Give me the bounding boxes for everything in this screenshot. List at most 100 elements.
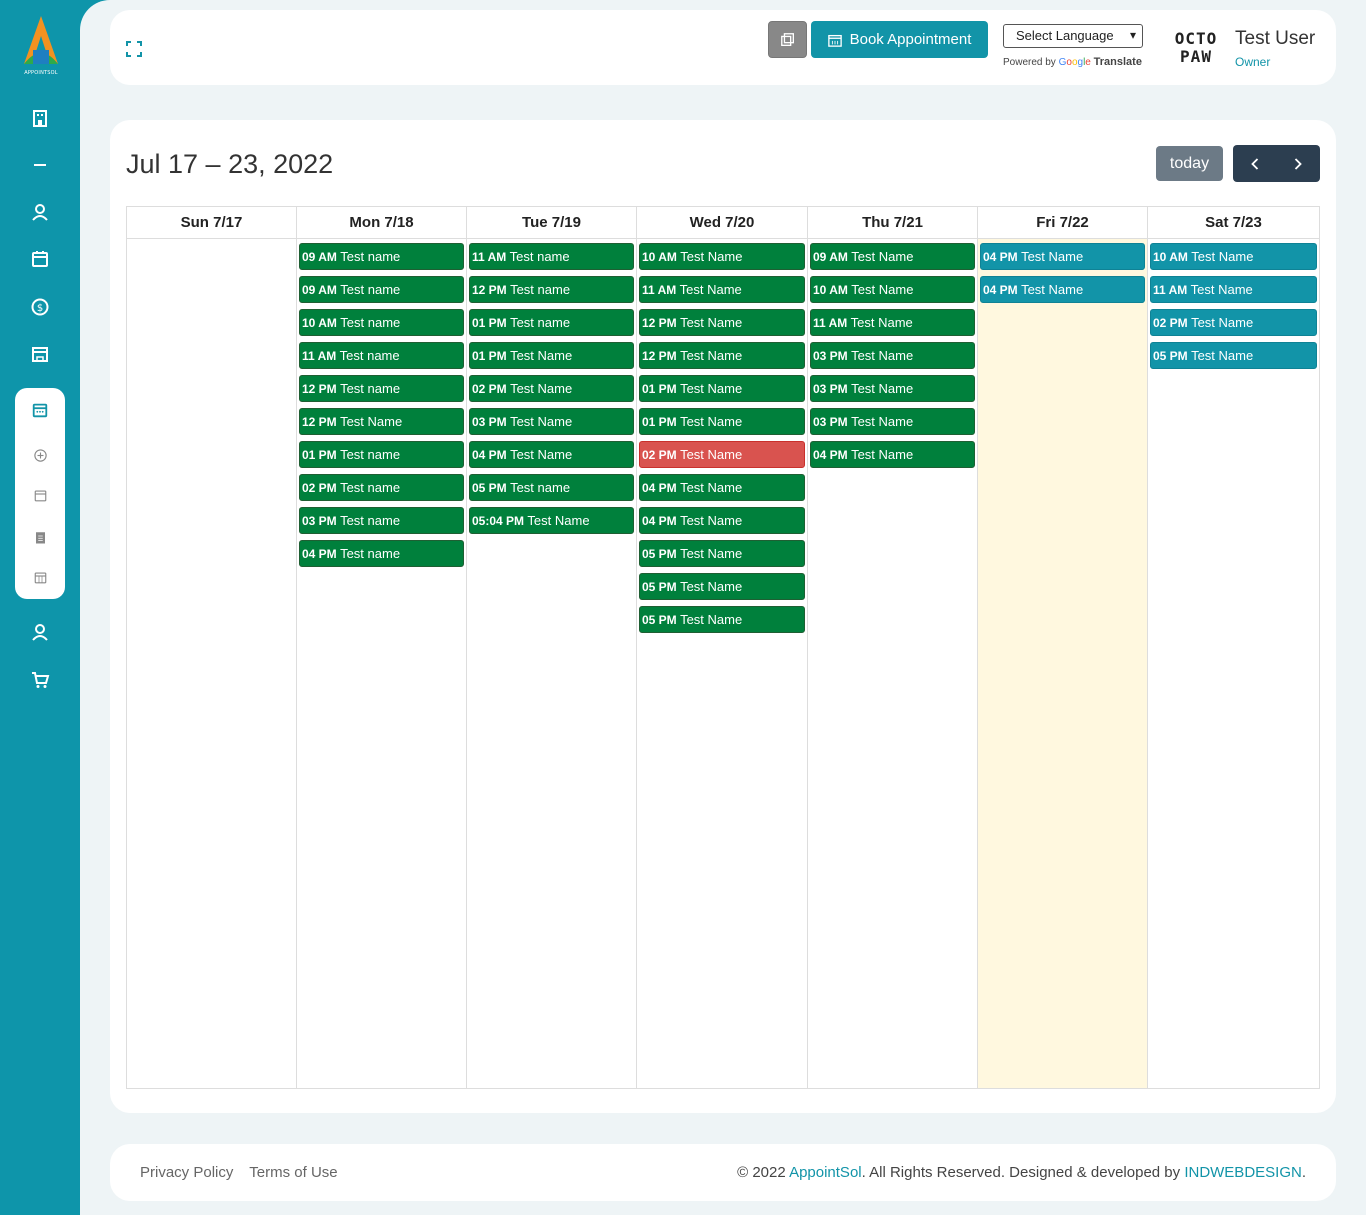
user-role: Owner [1235, 55, 1271, 69]
calendar-event[interactable]: 12 PM Test Name [639, 309, 805, 336]
calendar-event[interactable]: 11 AM Test Name [639, 276, 805, 303]
day-column[interactable]: Mon 7/18 09 AM Test name 09 AM Test name 10… [297, 207, 467, 1088]
day-header: Fri 7/22 [978, 207, 1147, 239]
day-column[interactable]: Fri 7/22 04 PM Test Name 04 PM Test Name [978, 207, 1148, 1088]
dollar-icon[interactable]: $ [28, 295, 52, 319]
day-column[interactable]: Wed 7/20 10 AM Test Name 11 AM Test Name 12… [637, 207, 808, 1088]
calendar-grid-icon[interactable] [30, 567, 50, 587]
calendar-event[interactable]: 10 AM Test Name [639, 243, 805, 270]
event-time: 05 PM [642, 613, 677, 627]
prev-week-button[interactable] [1233, 145, 1276, 182]
document-icon[interactable] [30, 527, 50, 547]
calendar-event[interactable]: 01 PM Test Name [639, 408, 805, 435]
event-time: 04 PM [302, 547, 337, 561]
developer-link[interactable]: INDWEBDESIGN [1184, 1164, 1302, 1181]
google-letter: G [1058, 57, 1067, 68]
google-logo[interactable]: Google [1059, 57, 1091, 68]
calendar-event[interactable]: 04 PM Test Name [469, 441, 634, 468]
calendar-event[interactable]: 03 PM Test Name [810, 342, 975, 369]
calendar-event[interactable]: 02 PM Test Name [469, 375, 634, 402]
copy-button[interactable] [768, 21, 807, 58]
calendar-event[interactable]: 10 AM Test name [299, 309, 464, 336]
calendar-event[interactable]: 05 PM Test Name [1150, 342, 1317, 369]
fullscreen-icon[interactable] [125, 40, 143, 58]
plus-circle-icon[interactable] [30, 445, 50, 465]
event-title: Test Name [851, 249, 914, 264]
store-icon[interactable] [28, 342, 52, 366]
calendar-icon[interactable] [30, 485, 50, 505]
calendar-event[interactable]: 02 PM Test Name [1150, 309, 1317, 336]
calendar-event[interactable]: 12 PM Test Name [299, 408, 464, 435]
calendar-event[interactable]: 10 AM Test Name [810, 276, 975, 303]
calendar-event[interactable]: 01 PM Test name [469, 309, 634, 336]
event-title: Test Name [510, 447, 573, 462]
calendar-event[interactable]: 04 PM Test Name [639, 507, 805, 534]
event-title: Test Name [510, 381, 573, 396]
google-letter: o [1066, 57, 1072, 68]
day-column[interactable]: Sun 7/17 [127, 207, 297, 1088]
calendar-event[interactable]: 12 PM Test Name [639, 342, 805, 369]
cart-icon[interactable] [28, 668, 52, 692]
user-icon[interactable] [28, 200, 52, 224]
event-time: 09 AM [813, 250, 848, 264]
brand-link[interactable]: AppointSol [789, 1164, 862, 1181]
calendar-event[interactable]: 05 PM Test name [469, 474, 634, 501]
app-logo[interactable]: APPOINTSOL [18, 14, 64, 80]
calendar-event[interactable]: 11 AM Test name [469, 243, 634, 270]
calendar-event[interactable]: 04 PM Test Name [810, 441, 975, 468]
calendar-event[interactable]: 09 AM Test name [299, 276, 464, 303]
building-icon[interactable] [28, 106, 52, 130]
event-time: 11 AM [472, 250, 507, 264]
event-time: 11 AM [302, 349, 337, 363]
day-column[interactable]: Sat 7/23 10 AM Test Name 11 AM Test Name 02… [1148, 207, 1319, 1088]
next-week-button[interactable] [1276, 145, 1319, 182]
calendar-icon[interactable] [30, 400, 50, 420]
terms-of-use-link[interactable]: Terms of Use [249, 1164, 338, 1181]
calendar-event[interactable]: 01 PM Test Name [639, 375, 805, 402]
user-name[interactable]: Test User [1235, 28, 1316, 49]
calendar-event[interactable]: 09 AM Test name [299, 243, 464, 270]
calendar-event[interactable]: 01 PM Test name [299, 441, 464, 468]
event-time: 12 PM [302, 415, 337, 429]
event-list: 10 AM Test Name 11 AM Test Name 02 PM Test… [1150, 243, 1317, 375]
calendar-event[interactable]: 04 PM Test Name [639, 474, 805, 501]
main-content: Book Appointment Select Language ▾ Power… [80, 0, 1366, 1215]
calendar-event[interactable]: 03 PM Test Name [810, 375, 975, 402]
minus-icon[interactable] [28, 153, 52, 177]
calendar-event[interactable]: 03 PM Test name [299, 507, 464, 534]
calendar-event[interactable]: 01 PM Test Name [469, 342, 634, 369]
calendar-event[interactable]: 05 PM Test Name [639, 606, 805, 633]
translate-link[interactable]: Translate [1093, 56, 1142, 68]
calendar-event[interactable]: 11 AM Test Name [1150, 276, 1317, 303]
event-title: Test Name [851, 414, 914, 429]
day-column[interactable]: Thu 7/21 09 AM Test Name 10 AM Test Name 11… [808, 207, 978, 1088]
day-column[interactable]: Tue 7/19 11 AM Test name 12 PM Test name 01… [467, 207, 637, 1088]
event-title: Test name [340, 249, 401, 264]
calendar-event[interactable]: 12 PM Test name [299, 375, 464, 402]
calendar-event[interactable]: 11 AM Test name [299, 342, 464, 369]
calendar-event[interactable]: 02 PM Test Name [639, 441, 805, 468]
user-icon[interactable] [28, 620, 52, 644]
calendar-event[interactable]: 05 PM Test Name [639, 540, 805, 567]
book-appointment-button[interactable]: Book Appointment [811, 21, 988, 58]
calendar-event[interactable]: 04 PM Test Name [980, 243, 1145, 270]
calendar-event[interactable]: 03 PM Test Name [469, 408, 634, 435]
calendar-icon[interactable] [28, 247, 52, 271]
calendar-event[interactable]: 05 PM Test Name [639, 573, 805, 600]
calendar-event[interactable]: 11 AM Test Name [810, 309, 975, 336]
privacy-policy-link[interactable]: Privacy Policy [140, 1164, 234, 1181]
calendar-event[interactable]: 05:04 PM Test Name [469, 507, 634, 534]
calendar-event[interactable]: 12 PM Test name [469, 276, 634, 303]
today-button[interactable]: today [1156, 146, 1223, 181]
event-time: 12 PM [302, 382, 337, 396]
calendar-event[interactable]: 10 AM Test Name [1150, 243, 1317, 270]
calendar-event[interactable]: 09 AM Test Name [810, 243, 975, 270]
calendar-event[interactable]: 03 PM Test Name [810, 408, 975, 435]
calendar-event[interactable]: 04 PM Test Name [980, 276, 1145, 303]
language-select[interactable]: Select Language ▾ [1003, 24, 1143, 48]
event-time: 01 PM [472, 349, 507, 363]
event-title: Test Name [680, 546, 743, 561]
calendar-event[interactable]: 02 PM Test name [299, 474, 464, 501]
event-title: Test name [510, 480, 571, 495]
calendar-event[interactable]: 04 PM Test name [299, 540, 464, 567]
